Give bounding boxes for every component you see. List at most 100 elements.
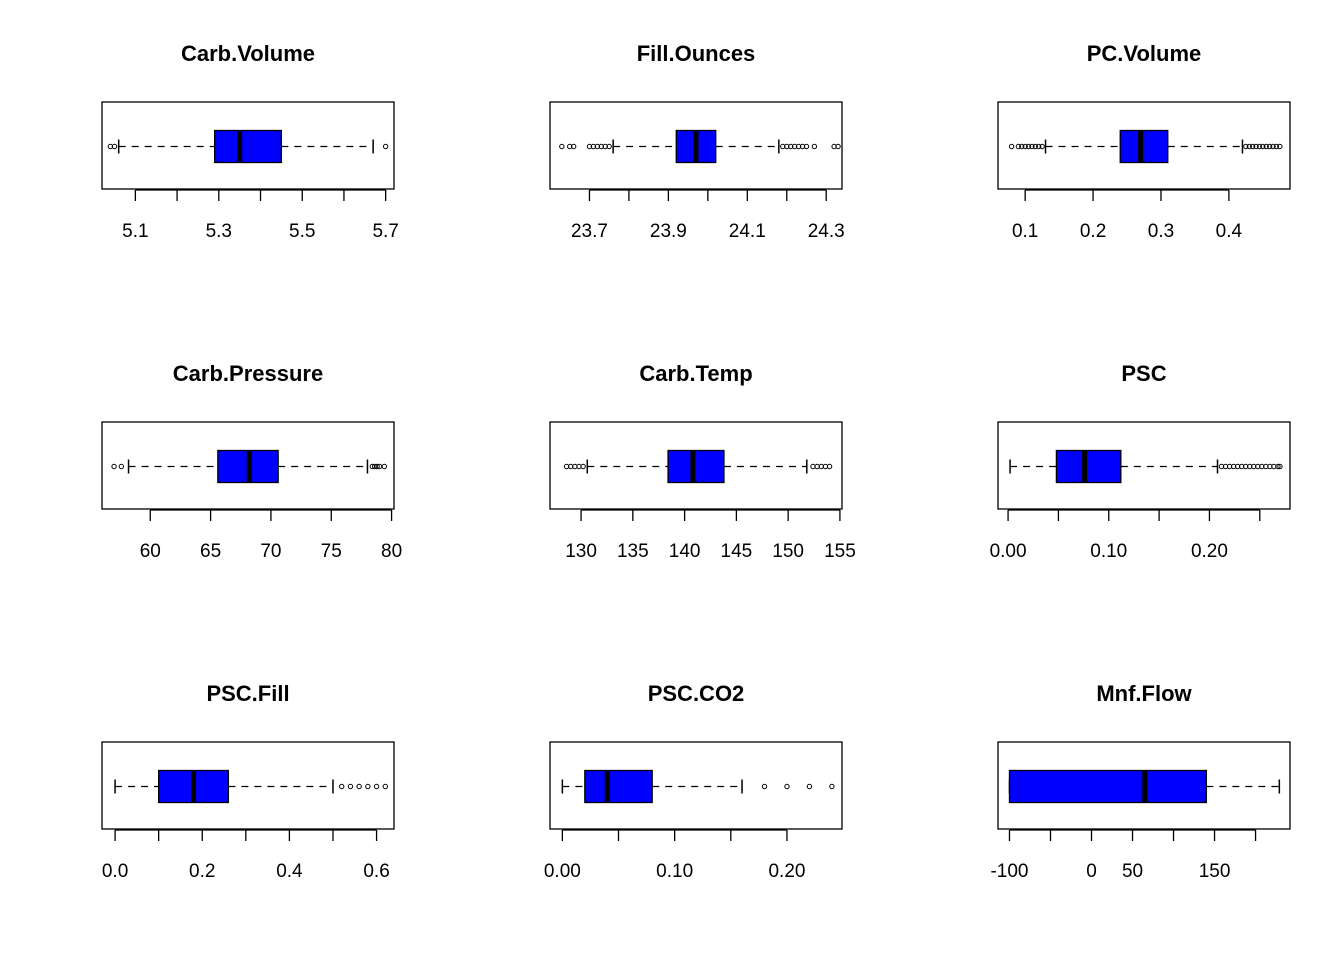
outlier-point bbox=[835, 143, 841, 150]
x-tick-label: 140 bbox=[669, 541, 701, 562]
x-tick-label: 135 bbox=[617, 541, 649, 562]
outlier-point bbox=[1249, 143, 1256, 150]
outlier-point bbox=[1015, 143, 1022, 150]
x-tick-label: 0.00 bbox=[544, 861, 581, 882]
outlier-point bbox=[761, 783, 768, 790]
outlier-point bbox=[1036, 143, 1042, 150]
plot-frame bbox=[101, 421, 395, 510]
outlier-point bbox=[1266, 143, 1273, 150]
plot-frame bbox=[101, 741, 395, 830]
x-tick-label: 24.1 bbox=[729, 221, 766, 242]
x-tick-label: 0.3 bbox=[1148, 221, 1174, 242]
plot-frame bbox=[549, 101, 843, 190]
x-tick-label: 150 bbox=[772, 541, 804, 562]
plot-frame bbox=[549, 741, 843, 830]
plot-frame bbox=[549, 421, 843, 510]
x-tick-label: 60 bbox=[140, 541, 161, 562]
x-tick-label: 0.4 bbox=[1216, 221, 1243, 242]
outlier-point bbox=[1277, 463, 1283, 470]
x-tick-label: 145 bbox=[721, 541, 753, 562]
outlier-point bbox=[1246, 143, 1252, 150]
box-iqr bbox=[213, 129, 283, 164]
boxplot-panel: PSC.Fill 0.0 0.2 0.4 0.6 bbox=[101, 681, 395, 882]
x-tick-label: 80 bbox=[381, 541, 402, 562]
boxplot-panel: PC.Volume 0.1 0.2 0.3 0.4 bbox=[997, 41, 1291, 242]
panel-title: Fill.Ounces bbox=[637, 41, 756, 66]
x-tick-label: 50 bbox=[1122, 861, 1143, 882]
x-tick-label: 130 bbox=[565, 541, 597, 562]
outlier-point bbox=[1263, 143, 1269, 150]
outlier-point bbox=[118, 463, 125, 470]
outlier-point bbox=[1260, 143, 1266, 150]
outlier-point bbox=[1032, 143, 1039, 150]
x-tick-label: 0.10 bbox=[656, 861, 693, 882]
outlier-point bbox=[382, 143, 389, 150]
x-tick-label: 0 bbox=[1086, 861, 1097, 882]
panel-title: PSC bbox=[1121, 361, 1166, 386]
boxplot-panel: Carb.Volume 5.1 5.3 5.5 5.7 bbox=[101, 41, 399, 242]
x-tick-label: 23.7 bbox=[571, 221, 608, 242]
outlier-point bbox=[356, 783, 362, 790]
outlier-point bbox=[806, 783, 813, 790]
x-tick-label: 155 bbox=[824, 541, 856, 562]
x-tick-label: 0.20 bbox=[1191, 541, 1228, 562]
outlier-point bbox=[606, 143, 612, 150]
outlier-point bbox=[1025, 143, 1032, 150]
outlier-point bbox=[1008, 143, 1015, 150]
outlier-point bbox=[829, 783, 835, 790]
x-tick-label: 24.3 bbox=[808, 221, 845, 242]
x-tick-label: 23.9 bbox=[650, 221, 687, 242]
outlier-point bbox=[826, 463, 833, 470]
outlier-point bbox=[784, 783, 790, 790]
x-tick-label: 0.20 bbox=[768, 861, 805, 882]
box-iqr bbox=[1119, 129, 1169, 164]
outlier-point bbox=[1243, 143, 1249, 150]
x-tick-label: 70 bbox=[260, 541, 281, 562]
outlier-point bbox=[1273, 143, 1280, 150]
plot-frame bbox=[997, 741, 1291, 830]
boxplot-panel: PSC 0.00 0.10 0.20 bbox=[990, 361, 1291, 562]
outlier-point bbox=[381, 463, 388, 470]
x-tick-label: 0.00 bbox=[990, 541, 1027, 562]
outlier-point bbox=[559, 143, 565, 150]
x-tick-label: 0.2 bbox=[189, 861, 215, 882]
panel-title: PC.Volume bbox=[1087, 41, 1202, 66]
outlier-point bbox=[111, 143, 118, 150]
x-tick-label: 5.1 bbox=[122, 221, 148, 242]
boxplot-panel: Carb.Temp 130 135 140 145 150 155 bbox=[549, 361, 856, 562]
outlier-point bbox=[339, 783, 345, 790]
outlier-point bbox=[570, 143, 577, 150]
x-tick-label: 0.1 bbox=[1012, 221, 1038, 242]
outlier-point bbox=[1277, 143, 1283, 150]
x-tick-label: 150 bbox=[1199, 861, 1231, 882]
outlier-point bbox=[803, 143, 810, 150]
x-tick-label: 0.6 bbox=[363, 861, 389, 882]
panel-title: Carb.Pressure bbox=[173, 361, 323, 386]
x-tick-label: 65 bbox=[200, 541, 221, 562]
outlier-point bbox=[811, 143, 818, 150]
boxplot-panel: Mnf.Flow -100 0 50 150 bbox=[990, 681, 1291, 882]
x-tick-label: 5.3 bbox=[206, 221, 232, 242]
outlier-point bbox=[1029, 143, 1035, 150]
outlier-point bbox=[365, 783, 371, 790]
x-tick-label: 0.4 bbox=[276, 861, 303, 882]
boxplot-panel: Fill.Ounces 23.7 23.9 24.1 24.3 bbox=[549, 41, 845, 242]
x-tick-label: -100 bbox=[990, 861, 1028, 882]
outlier-point bbox=[111, 463, 117, 470]
outlier-point bbox=[1275, 463, 1281, 470]
x-tick-label: 75 bbox=[321, 541, 342, 562]
outlier-point bbox=[1039, 143, 1045, 150]
panel-title: PSC.Fill bbox=[206, 681, 289, 706]
box-iqr bbox=[1008, 769, 1207, 804]
boxplot-panel: Carb.Pressure 60 65 70 75 80 bbox=[101, 361, 402, 562]
x-tick-label: 0.2 bbox=[1080, 221, 1106, 242]
outlier-point bbox=[1022, 143, 1028, 150]
outlier-point bbox=[1256, 143, 1263, 150]
x-tick-label: 0.10 bbox=[1090, 541, 1127, 562]
outlier-point bbox=[1270, 143, 1276, 150]
panel-title: Carb.Temp bbox=[639, 361, 752, 386]
x-tick-label: 5.7 bbox=[372, 221, 398, 242]
plot-frame bbox=[997, 421, 1291, 510]
box-iqr bbox=[667, 449, 725, 484]
